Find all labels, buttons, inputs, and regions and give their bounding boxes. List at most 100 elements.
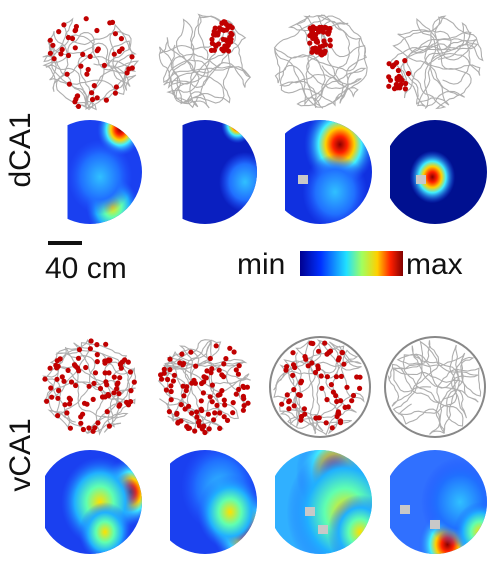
- spike-dot: [69, 35, 76, 42]
- spike-dot: [65, 52, 72, 59]
- spike-dot: [88, 338, 94, 344]
- spike-dot: [168, 397, 174, 403]
- spike-dot: [107, 20, 113, 26]
- row-label: dCA1: [4, 112, 37, 187]
- spike-dot: [168, 388, 174, 395]
- spike-dot: [101, 62, 107, 68]
- spike-dot: [286, 398, 292, 404]
- spike-dot: [73, 382, 79, 389]
- spike-dot: [87, 53, 93, 60]
- spike-dot: [230, 410, 236, 416]
- spike-dot: [208, 47, 215, 54]
- spike-dot: [184, 384, 190, 390]
- spike-dot: [209, 382, 215, 388]
- spike-dot: [57, 356, 63, 362]
- colorbar-max: max: [406, 248, 463, 281]
- spike-dot: [235, 371, 241, 377]
- spike-dot: [290, 372, 296, 378]
- spike-dot: [241, 396, 247, 402]
- spike-dot: [186, 403, 192, 409]
- spike-dot: [195, 419, 202, 426]
- spike-dot: [178, 402, 184, 408]
- spike-dot: [221, 361, 227, 367]
- spike-dot: [327, 43, 333, 49]
- trajectory-panel: [269, 336, 371, 438]
- spike-dot: [94, 27, 100, 34]
- trajectory-panel: [158, 13, 252, 109]
- heat-blob: [79, 502, 131, 554]
- spike-dot: [94, 352, 100, 358]
- unvisited-bin: [430, 520, 440, 529]
- row-label: vCA1: [4, 418, 37, 491]
- spike-dot: [66, 81, 72, 87]
- spike-dot: [221, 27, 227, 33]
- heatmap: [285, 120, 372, 224]
- spike-dot: [279, 401, 285, 407]
- spike-dot: [90, 428, 96, 434]
- spike-dot: [47, 50, 54, 56]
- spike-dot: [94, 95, 100, 101]
- spike-dot: [44, 398, 50, 404]
- spike-dot: [338, 373, 344, 379]
- spike-dot: [116, 391, 122, 397]
- spike-dot: [241, 403, 247, 409]
- spike-dot: [94, 359, 100, 365]
- spike-dot: [221, 414, 227, 420]
- heat-blob: [219, 152, 257, 212]
- spike-dot: [186, 425, 192, 431]
- spike-dot: [182, 406, 188, 412]
- spike-dot: [95, 420, 101, 426]
- heat-blob: [327, 494, 372, 554]
- heat-blob: [302, 154, 368, 224]
- trajectory-panel: [386, 15, 484, 110]
- spike-dot: [200, 390, 206, 396]
- spike-dot: [227, 23, 233, 29]
- trajectory-panel: [273, 14, 368, 109]
- spike-dot: [112, 31, 118, 37]
- spike-dot: [59, 46, 65, 53]
- spike-dot: [166, 409, 172, 415]
- spike-dot: [167, 356, 173, 362]
- spike-dot: [208, 370, 214, 376]
- spike-dot: [335, 357, 341, 363]
- spike-dot: [91, 83, 97, 89]
- spike-dot: [236, 386, 242, 392]
- spike-dot: [321, 38, 327, 44]
- spike-dot: [193, 363, 199, 369]
- spike-dot: [65, 367, 71, 373]
- spike-dot: [245, 400, 251, 406]
- spike-dot: [83, 16, 89, 22]
- spike-dot: [192, 428, 198, 434]
- spike-dot: [125, 402, 132, 408]
- spike-dot: [78, 414, 84, 420]
- spike-dot: [219, 388, 225, 394]
- spike-dot: [307, 33, 313, 39]
- spike-dot: [105, 391, 111, 398]
- spike-dot: [188, 349, 194, 355]
- spike-dot: [326, 349, 332, 356]
- spike-dot: [75, 103, 82, 109]
- spike-dot: [89, 90, 95, 96]
- spike-dot: [386, 83, 392, 89]
- spike-dot: [85, 66, 91, 73]
- spike-dot: [386, 61, 392, 67]
- spike-dot: [227, 345, 233, 351]
- spike-dot: [56, 387, 62, 394]
- heat-blob: [197, 474, 257, 550]
- spike-dot: [102, 370, 108, 376]
- spike-dot: [165, 376, 171, 383]
- spike-dot: [344, 384, 350, 390]
- spike-dot: [58, 51, 64, 57]
- spike-dot: [75, 355, 82, 361]
- colorbar: [300, 251, 403, 276]
- unvisited-bin: [400, 505, 410, 514]
- spike-dot: [324, 397, 330, 403]
- spike-dot: [114, 386, 120, 392]
- spike-dot: [91, 380, 97, 386]
- spike-dot: [51, 56, 57, 62]
- spike-dot: [117, 402, 123, 408]
- spike-dot: [87, 346, 93, 352]
- spike-dot: [129, 54, 135, 60]
- trajectory-panel: [384, 336, 486, 438]
